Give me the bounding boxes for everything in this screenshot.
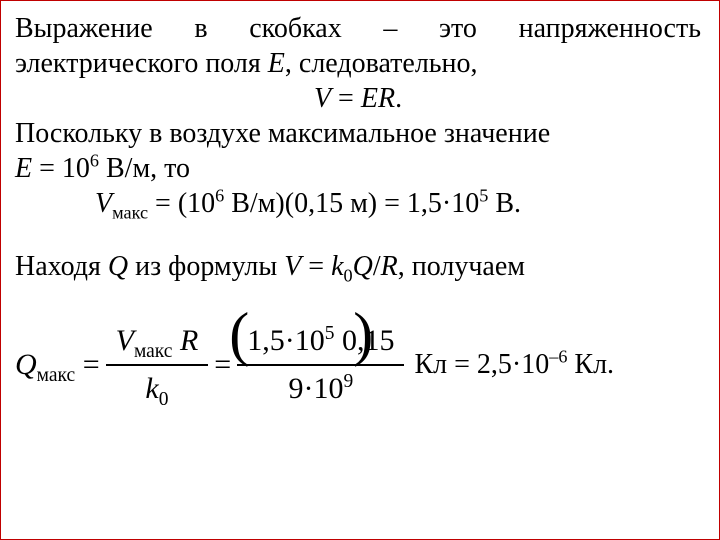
exp-5: 5 [479,186,488,206]
equation-v-er: V = ER. [15,81,701,116]
exp-neg6: –6 [549,347,567,367]
var-Q: Q [353,251,373,282]
equation-vmax: Vмакс = (106 В/м)(0,15 м) = 1,5·105 В. [15,186,701,221]
line-since-air: Поскольку в воздухе максимальное значени… [15,116,701,151]
var-V: V [95,188,112,219]
eq: = [75,348,99,381]
sub-0: 0 [159,389,169,410]
eq: = [301,251,331,282]
text: Находя [15,251,108,282]
dot: . [395,83,402,114]
var-R: R [172,324,198,357]
line-find-q: Находя Q из формулы V = k0Q/R, получаем [15,249,701,284]
var-V: V [116,324,134,357]
equation-qmax-final: Qмакс = Vмакс R k0 = ( ) 1,5·105 0,15 9·… [15,320,701,409]
sub-max: макс [37,365,76,386]
sub-0: 0 [344,266,353,286]
exp-9: 9 [343,371,353,392]
var-E: E [15,153,32,184]
var-E: E [268,48,285,79]
fraction-1: Vмакс R k0 [100,320,215,409]
numerator: Vмакс R [106,320,209,366]
tail-pre: Кл = 2,5·10 [414,349,549,380]
var-k: k [331,251,343,282]
text: из формулы [128,251,284,282]
exp-6: 6 [90,151,99,171]
text: = 10 [32,153,90,184]
sub-max: макс [134,341,173,362]
var-V: V [314,83,331,114]
text: В/м)(0,15 м) = 1,5·10 [224,188,479,219]
eq-sign: = [331,83,361,114]
den-a: 9·10 [288,372,343,405]
numerator: 1,5·105 0,15 [237,320,404,366]
num-a: 1,5·10 [247,324,325,357]
tail-post: Кл. [567,349,614,380]
sub-max: макс [112,203,148,223]
exp-5: 5 [325,323,335,344]
text: = (10 [148,188,215,219]
lhs: Qмакс = [15,346,100,384]
text: , получаем [398,251,525,282]
var-R: R [381,251,398,282]
intro-line-1: Выражение в скобках – это напряженность [15,11,701,46]
text: В. [488,188,521,219]
denominator: 9·109 [237,366,404,410]
fraction-2: ( ) 1,5·105 0,15 9·109 [231,320,410,409]
intro-line-2: электрического поля E, следовательно, [15,46,701,81]
text: , следовательно, [285,48,478,79]
denominator: k0 [106,366,209,410]
text: электрического поля [15,48,268,79]
var-k: k [145,372,158,405]
slash: / [373,251,381,282]
slide-frame: Выражение в скобках – это напряженность … [0,0,720,540]
text: В/м, то [99,153,190,184]
var-Q: Q [15,348,37,381]
exp-6: 6 [215,186,224,206]
var-V: V [284,251,301,282]
var-Q: Q [108,251,128,282]
result-tail: Кл = 2,5·10–6 Кл. [414,347,614,382]
var-ER: ER [361,83,395,114]
line-e-value: E = 106 В/м, то [15,151,701,186]
